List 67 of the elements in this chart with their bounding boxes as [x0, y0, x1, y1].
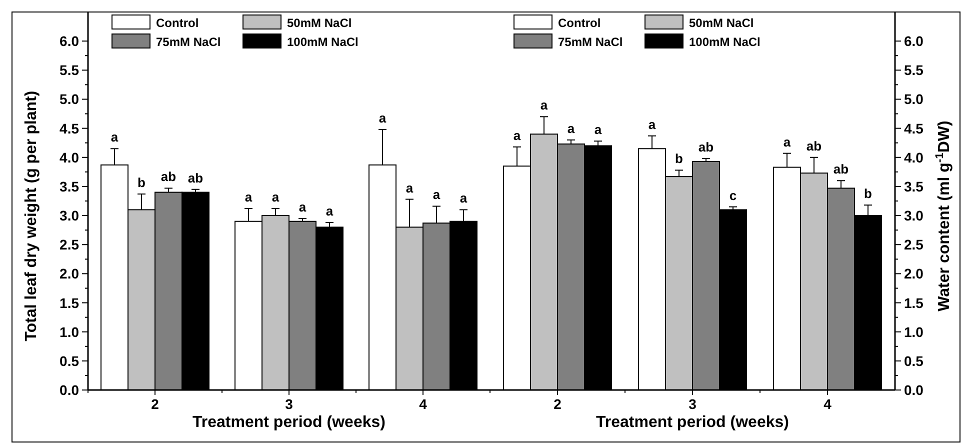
data-label: b [138, 175, 146, 190]
y2-tick-label: 0.0 [904, 382, 924, 398]
y-tick-label: 1.5 [60, 294, 80, 311]
data-label: a [594, 122, 602, 138]
y-axis-title: Total leaf dry weight (g per plant) [23, 90, 40, 342]
legend-label: 75mM NaCl [558, 35, 623, 49]
y2-tick-label: 2.5 [904, 236, 924, 253]
data-label: a [567, 120, 576, 136]
data-label: a [783, 134, 792, 150]
y-tick-label: 2.0 [60, 266, 80, 282]
y-tick-label: 3.0 [60, 208, 80, 224]
y2-tick-label: 5.5 [904, 62, 924, 78]
data-label: a [648, 116, 656, 132]
data-label: a [298, 199, 307, 214]
y2-tick-label: 4.0 [904, 149, 924, 166]
x-axis-title: Treatment period (weeks) [192, 414, 386, 431]
data-label: b [675, 151, 684, 166]
x-tick-label: 2 [151, 396, 160, 412]
y2-tick-label: 5.0 [904, 91, 924, 108]
data-label: a [406, 180, 414, 196]
y2-tick-label: 3.0 [904, 208, 924, 224]
x-axis-title: Treatment period (weeks) [596, 414, 789, 431]
y2-tick-label: 1.5 [904, 294, 924, 311]
legend-label: 100mM NaCl [287, 35, 358, 49]
y2-tick-label: 6.0 [904, 33, 924, 50]
y-tick-label: 5.5 [60, 62, 80, 78]
y-tick-label: 0.5 [60, 352, 80, 369]
x-tick-label: 4 [824, 396, 832, 412]
y2-tick-label: 3.5 [904, 178, 924, 194]
legend-label: Control [558, 16, 601, 30]
legend-label: 100mM NaCl [689, 35, 760, 49]
y2-tick-label: 4.5 [904, 120, 924, 136]
data-label: ab [806, 138, 822, 154]
data-label: a [540, 98, 548, 113]
legend-label: 75mM NaCl [156, 35, 221, 49]
data-label: a [326, 204, 334, 219]
y-tick-label: 3.5 [60, 178, 80, 194]
y2-tick-label: 1.0 [904, 324, 924, 340]
y-tick-label: 1.0 [60, 324, 80, 340]
data-label: ab [698, 140, 714, 155]
y-tick-label: 0.0 [60, 382, 80, 398]
data-label: b [864, 186, 872, 202]
data-label: a [110, 130, 119, 145]
y-tick-label: 6.0 [60, 33, 80, 50]
y-tick-label: 2.5 [60, 236, 80, 253]
y2-tick-label: 2.0 [904, 266, 924, 282]
y-tick-label: 5.0 [60, 91, 80, 108]
data-label: ab [188, 170, 204, 186]
y2-tick-label: 0.5 [904, 352, 924, 369]
legend-label: 50mM NaCl [287, 16, 352, 30]
data-label: a [432, 187, 441, 202]
data-label: a [460, 190, 468, 206]
y-tick-label: 4.0 [60, 149, 80, 166]
data-label: a [272, 190, 280, 205]
legend-label: Control [156, 16, 199, 30]
x-tick-label: 4 [419, 396, 428, 412]
data-label: a [244, 190, 253, 205]
data-label: ab [160, 169, 176, 184]
x-tick-label: 3 [285, 396, 294, 412]
x-tick-label: 2 [554, 396, 562, 412]
y-tick-label: 4.5 [60, 120, 80, 136]
data-label: a [513, 128, 522, 143]
data-label: ab [833, 162, 849, 177]
legend-label: 50mM NaCl [689, 16, 754, 30]
x-tick-label: 3 [688, 396, 697, 412]
data-label: a [378, 110, 387, 126]
data-label: c [729, 188, 737, 203]
